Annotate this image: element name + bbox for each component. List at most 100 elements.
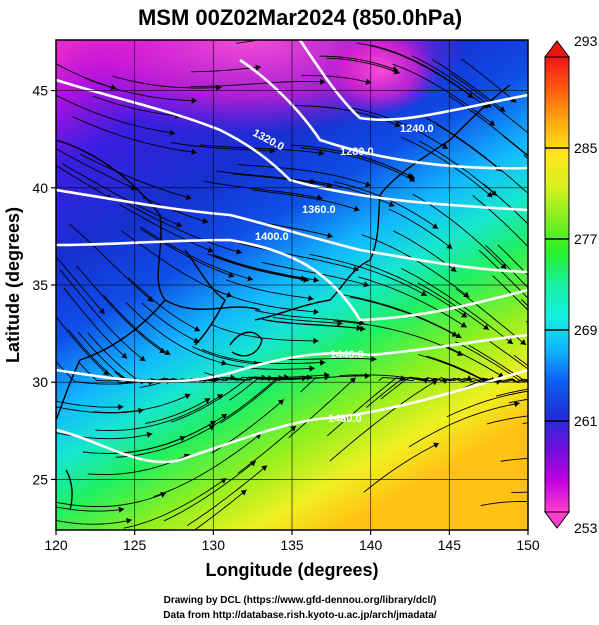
streamline-arrowhead (146, 431, 153, 438)
streamline (346, 106, 449, 150)
streamline (339, 293, 462, 339)
streamline (232, 173, 333, 187)
streamline (153, 433, 262, 497)
streamline (191, 66, 261, 73)
streamline-arrowhead (320, 359, 326, 366)
streamline (63, 287, 128, 359)
x-tick-label: 140 (359, 537, 383, 553)
streamline-arrowhead (207, 246, 214, 253)
x-tick-label: 125 (123, 537, 147, 553)
streamline (56, 432, 153, 440)
streamline (456, 378, 528, 392)
contour-label-1480: 1480.0 (328, 413, 362, 425)
streamline-arrowhead (121, 352, 128, 359)
colorbar-tick-label: 293 (574, 33, 598, 49)
streamline (300, 147, 416, 182)
streamline-arrowhead (176, 221, 183, 228)
streamline (193, 489, 247, 530)
streamline (497, 244, 528, 277)
coastline-kyushu (229, 331, 263, 357)
x-tick-label: 135 (280, 537, 304, 553)
streamline (210, 323, 319, 342)
streamline-arrowhead (160, 491, 167, 498)
colorbar: 253 261 269 277 285 293 (544, 33, 598, 536)
streamline (56, 94, 176, 134)
streamline (255, 310, 365, 324)
streamline-arrowhead (164, 349, 171, 355)
streamline-arrowhead (185, 194, 192, 201)
colorbar-tick-label: 277 (574, 231, 598, 247)
streamline-arrowhead (363, 281, 370, 288)
streamline (93, 393, 191, 413)
streamline (59, 269, 146, 362)
streamline (191, 346, 260, 365)
streamline (262, 318, 363, 329)
streamline-arrowhead (306, 374, 313, 381)
streamline-arrowhead (388, 201, 395, 207)
contour-label-1400: 1400.0 (255, 231, 289, 243)
streamline (127, 203, 243, 254)
y-tick-label: 40 (32, 180, 48, 196)
streamline (411, 55, 492, 108)
streamline-arrowhead (537, 319, 543, 325)
streamline-arrowhead (313, 276, 319, 283)
streamline-arrowhead (460, 321, 467, 328)
contour-1480 (56, 368, 528, 464)
streamline (454, 341, 528, 383)
streamline (251, 189, 360, 211)
streamline-arrowhead (191, 97, 197, 104)
streamline-arrowhead (204, 398, 211, 404)
x-tick-label: 120 (44, 537, 68, 553)
streamline-arrowhead (485, 101, 492, 108)
geopotential-contours (56, 40, 528, 464)
streamline (495, 388, 528, 397)
plot-area (56, 40, 599, 563)
contour-1440 (56, 333, 528, 383)
streamline-arrowhead (450, 266, 457, 272)
streamline-arrowhead (520, 339, 526, 345)
streamline-arrowhead (194, 325, 201, 332)
colorbar-min-arrow (544, 511, 570, 529)
streamline-arrowhead (221, 359, 227, 366)
chart-title: MSM 00Z02Mar2024 (850.0hPa) (138, 5, 462, 30)
streamline (127, 277, 201, 332)
streamline (542, 538, 599, 563)
streamline (436, 124, 502, 172)
streamline-arrowhead (588, 375, 594, 381)
streamline-arrowhead (228, 272, 235, 278)
streamline-arrowhead (581, 356, 587, 362)
contour-label-1240: 1240.0 (400, 123, 434, 135)
streamline-arrowhead (400, 375, 407, 382)
streamline-arrowhead (249, 460, 256, 467)
streamline (92, 95, 181, 117)
streamline-arrowhead (537, 308, 543, 314)
streamline-arrowhead (406, 172, 413, 178)
colorbar-tick-label: 253 (574, 520, 598, 536)
contour-label-1440: 1440.0 (330, 349, 364, 361)
streamline-arrowhead (147, 296, 153, 302)
streamline-arrowhead (481, 102, 488, 109)
streamline-arrowhead (309, 365, 315, 372)
streamline (56, 506, 125, 512)
streamline (500, 457, 528, 462)
coastlines (56, 84, 511, 511)
streamline (478, 249, 528, 299)
streamline (170, 142, 276, 152)
streamline-arrowhead (514, 401, 520, 408)
streamline-arrowhead (455, 332, 462, 339)
contour-1360 (56, 188, 528, 274)
y-axis: 25 30 35 40 45 (32, 83, 56, 487)
coastline-asia (56, 139, 261, 421)
coastline-korea (184, 249, 226, 346)
streamline-arrowhead (209, 420, 216, 427)
streamline-arrowhead (261, 465, 267, 472)
streamline (365, 263, 468, 318)
streamline (461, 58, 517, 103)
streamline (231, 240, 359, 271)
streamline-arrowhead (310, 178, 316, 185)
streamline-arrowhead (337, 320, 343, 327)
streamline (308, 180, 395, 207)
colorbar-max-arrow (544, 40, 570, 58)
streamline (203, 372, 313, 381)
streamline (261, 261, 370, 287)
